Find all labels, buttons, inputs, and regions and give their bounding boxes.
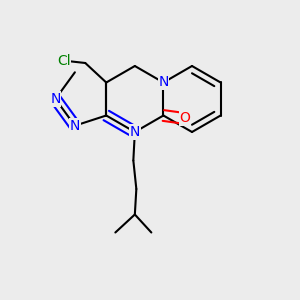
Text: Cl: Cl xyxy=(57,54,70,68)
Text: N: N xyxy=(158,76,169,89)
Text: N: N xyxy=(50,92,61,106)
Text: N: N xyxy=(70,119,80,133)
Text: N: N xyxy=(130,125,140,139)
Text: O: O xyxy=(180,112,190,125)
